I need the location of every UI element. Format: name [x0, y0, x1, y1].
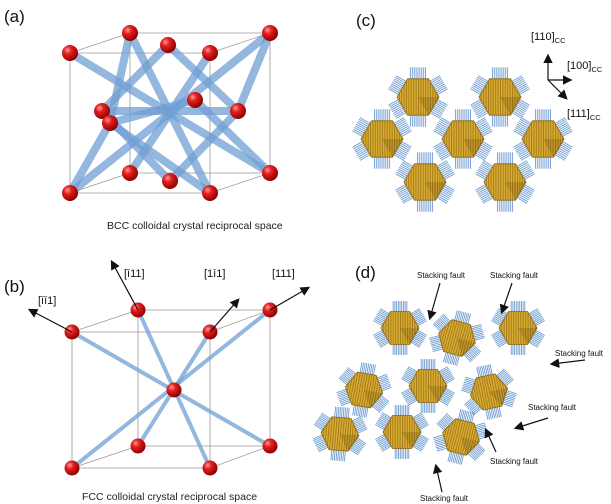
- lattice-point: [262, 25, 278, 41]
- lattice-point: [202, 45, 218, 61]
- stacking-fault-label: Stacking fault: [490, 457, 539, 466]
- stacking-fault-arrow: [484, 427, 497, 453]
- lattice-point: [262, 165, 278, 181]
- lattice-point: [162, 173, 178, 189]
- stacking-fault-label: Stacking fault: [417, 271, 466, 280]
- nanocrystal: [352, 109, 412, 169]
- direction-arrow: [209, 298, 240, 333]
- lattice-point: [62, 45, 78, 61]
- lattice-point: [202, 460, 218, 476]
- fcc-direction-arrows: [27, 259, 311, 333]
- direction-arrow: [27, 308, 73, 333]
- stacking-fault-arrow: [432, 463, 443, 493]
- lattice-point: [187, 92, 203, 108]
- nanocrystal: [433, 409, 489, 465]
- nanocrystal: [373, 301, 427, 355]
- lattice-point: [62, 185, 78, 201]
- direction-arrow: [269, 286, 311, 311]
- stacking-fault-arrow: [427, 282, 441, 321]
- panel-d-label: (d): [355, 263, 376, 282]
- panel-a-label: (a): [4, 7, 25, 26]
- direction-label: [īī1]: [38, 295, 56, 307]
- panel-c-axes: [110]CC [100]CC [111]CC: [531, 31, 603, 122]
- stacking-fault-label: Stacking fault: [420, 494, 469, 503]
- direction-label: [1ī1]: [204, 268, 225, 280]
- nanocrystal: [375, 405, 429, 459]
- nanocrystal: [395, 152, 455, 212]
- bcc-lattice-points: [62, 25, 278, 201]
- axis-arrow: [547, 79, 568, 100]
- nanocrystal: [461, 364, 517, 420]
- lattice-point: [166, 382, 182, 398]
- nanocrystal: [312, 406, 368, 462]
- nanocrystal: [491, 301, 545, 355]
- lattice-point: [64, 460, 80, 476]
- nanocrystal: [513, 109, 573, 169]
- nanocrystal: [401, 359, 455, 413]
- panel-a-caption: BCC colloidal crystal reciprocal space: [107, 220, 283, 232]
- lattice-point: [262, 438, 278, 454]
- direction-arrow: [110, 259, 139, 311]
- stacking-fault-arrow: [499, 282, 513, 315]
- nanocrystal: [336, 362, 392, 418]
- axis-label: [111]CC: [567, 108, 601, 122]
- nanocrystal: [433, 109, 493, 169]
- lattice-point: [130, 438, 146, 454]
- panel-d: (d) Stacking fault Stacking fault Stacki…: [312, 263, 604, 503]
- lattice-point: [94, 103, 110, 119]
- nanocrystal-superlattice-faulted: [312, 301, 545, 465]
- nanocrystal: [388, 67, 448, 127]
- axis-label: [110]CC: [531, 31, 566, 45]
- stacking-fault-annotations: Stacking fault Stacking fault Stacking f…: [417, 271, 604, 503]
- lattice-point: [202, 185, 218, 201]
- nanocrystal-superlattice: [352, 67, 573, 212]
- panel-b: (b): [4, 259, 311, 503]
- nanocrystal: [429, 310, 485, 366]
- lattice-point: [160, 37, 176, 53]
- direction-label: [111]: [272, 268, 295, 280]
- panel-b-label: (b): [4, 277, 25, 296]
- nanocrystal: [475, 152, 535, 212]
- axis-label: [100]CC: [567, 60, 603, 74]
- stacking-fault-arrow: [513, 417, 549, 431]
- panel-a: (a): [4, 7, 283, 232]
- panel-b-caption: FCC colloidal crystal reciprocal space: [82, 491, 257, 503]
- stacking-fault-arrow: [549, 358, 586, 368]
- nanocrystal: [470, 67, 530, 127]
- lattice-point: [230, 103, 246, 119]
- stacking-fault-label: Stacking fault: [528, 403, 577, 412]
- stacking-fault-label: Stacking fault: [555, 349, 604, 358]
- lattice-point: [122, 25, 138, 41]
- bcc-reciprocal-rods: [66, 29, 274, 197]
- panel-c: (c) [110]CC [100]CC [111]CC: [352, 11, 603, 212]
- panel-c-label: (c): [356, 11, 376, 30]
- stacking-fault-label: Stacking fault: [490, 271, 539, 280]
- direction-label: [ī11]: [124, 268, 145, 280]
- lattice-point: [122, 165, 138, 181]
- lattice-point: [102, 115, 118, 131]
